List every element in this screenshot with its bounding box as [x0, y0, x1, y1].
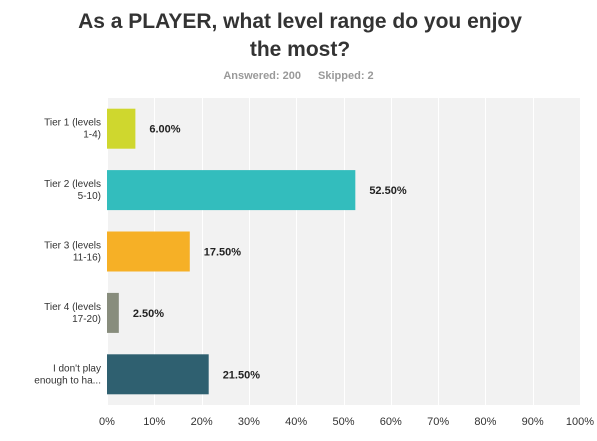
x-tick-label: 0%: [99, 416, 115, 428]
chart-title: As a PLAYER, what level range do you enj…: [78, 10, 522, 61]
answered-count: Answered: 200: [223, 70, 301, 82]
category-label-line: 5-10): [78, 191, 101, 202]
category-label-line: enough to ha...: [34, 375, 101, 386]
bar: [107, 108, 136, 149]
category-label-line: 17-20): [72, 314, 101, 325]
category-label: Tier 4 (levels 17-20): [44, 302, 101, 325]
bar: [107, 231, 190, 272]
category-label-line: 1-4): [83, 130, 101, 141]
category-label-line: 11-16): [73, 253, 101, 264]
x-tick-label: 30%: [238, 416, 260, 428]
x-tick-label: 80%: [474, 416, 496, 428]
x-tick-label: 50%: [332, 416, 354, 428]
category-label-line: Tier 4 (levels: [44, 302, 101, 313]
bar: [107, 354, 209, 395]
response-stats: Answered: 200 Skipped: 2: [0, 70, 597, 82]
x-tick-label: 100%: [566, 416, 594, 428]
bar-value-label: 21.50%: [223, 369, 261, 381]
category-label: Tier 3 (levels 11-16): [44, 241, 101, 264]
x-tick-label: 90%: [522, 416, 544, 428]
x-tick-label: 10%: [143, 416, 165, 428]
category-label-line: Tier 2 (levels: [44, 179, 101, 190]
category-label: I don't play enough to ha...: [34, 363, 101, 386]
x-tick-label: 70%: [427, 416, 449, 428]
category-label-line: Tier 3 (levels: [44, 241, 101, 252]
category-label: Tier 2 (levels 5-10): [44, 179, 101, 202]
bar-value-label: 17.50%: [204, 247, 242, 259]
bar-value-label: 6.00%: [149, 124, 180, 136]
skipped-count: Skipped: 2: [318, 70, 374, 82]
category-label-line: I don't play: [53, 363, 101, 374]
bar: [107, 292, 119, 333]
category-label: Tier 1 (levels 1-4): [44, 118, 101, 141]
bar-value-label: 52.50%: [369, 185, 407, 197]
x-tick-label: 20%: [191, 416, 213, 428]
bar: [107, 170, 356, 211]
bar-value-label: 2.50%: [133, 308, 164, 320]
category-label-line: Tier 1 (levels: [44, 118, 101, 129]
x-tick-label: 60%: [380, 416, 402, 428]
x-tick-label: 40%: [285, 416, 307, 428]
